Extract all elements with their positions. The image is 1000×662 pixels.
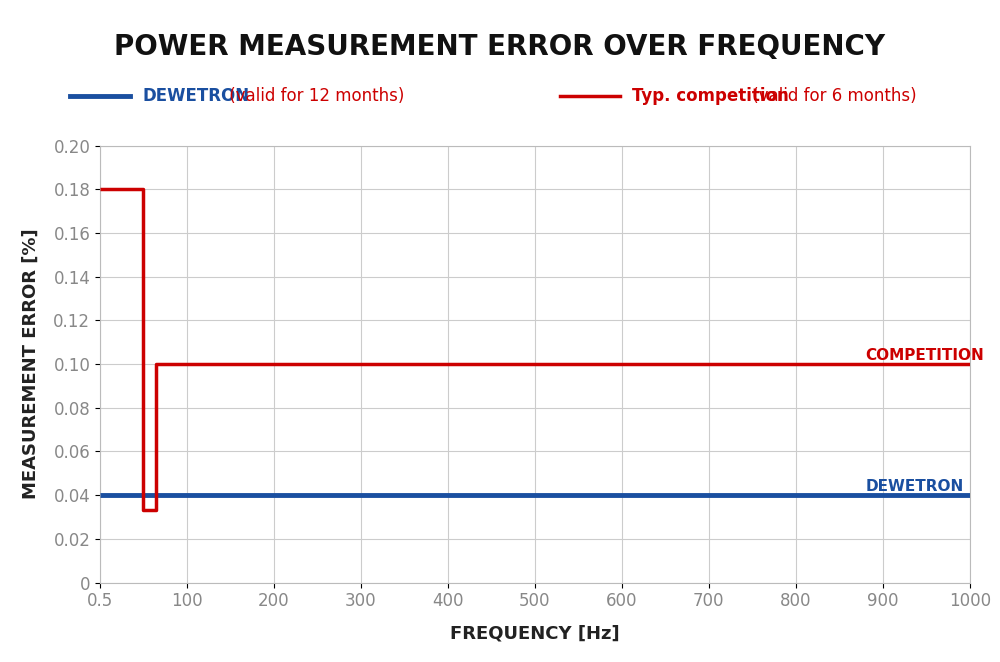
Text: POWER MEASUREMENT ERROR OVER FREQUENCY: POWER MEASUREMENT ERROR OVER FREQUENCY: [114, 33, 886, 61]
Text: DEWETRON: DEWETRON: [142, 87, 249, 105]
X-axis label: FREQUENCY [Hz]: FREQUENCY [Hz]: [450, 624, 620, 642]
Text: COMPETITION: COMPETITION: [866, 348, 984, 363]
Text: (valid for 6 months): (valid for 6 months): [747, 87, 917, 105]
Text: DEWETRON: DEWETRON: [866, 479, 964, 494]
Text: (valid for 12 months): (valid for 12 months): [224, 87, 404, 105]
Text: Typ. competition: Typ. competition: [632, 87, 789, 105]
Y-axis label: MEASUREMENT ERROR [%]: MEASUREMENT ERROR [%]: [21, 229, 39, 499]
